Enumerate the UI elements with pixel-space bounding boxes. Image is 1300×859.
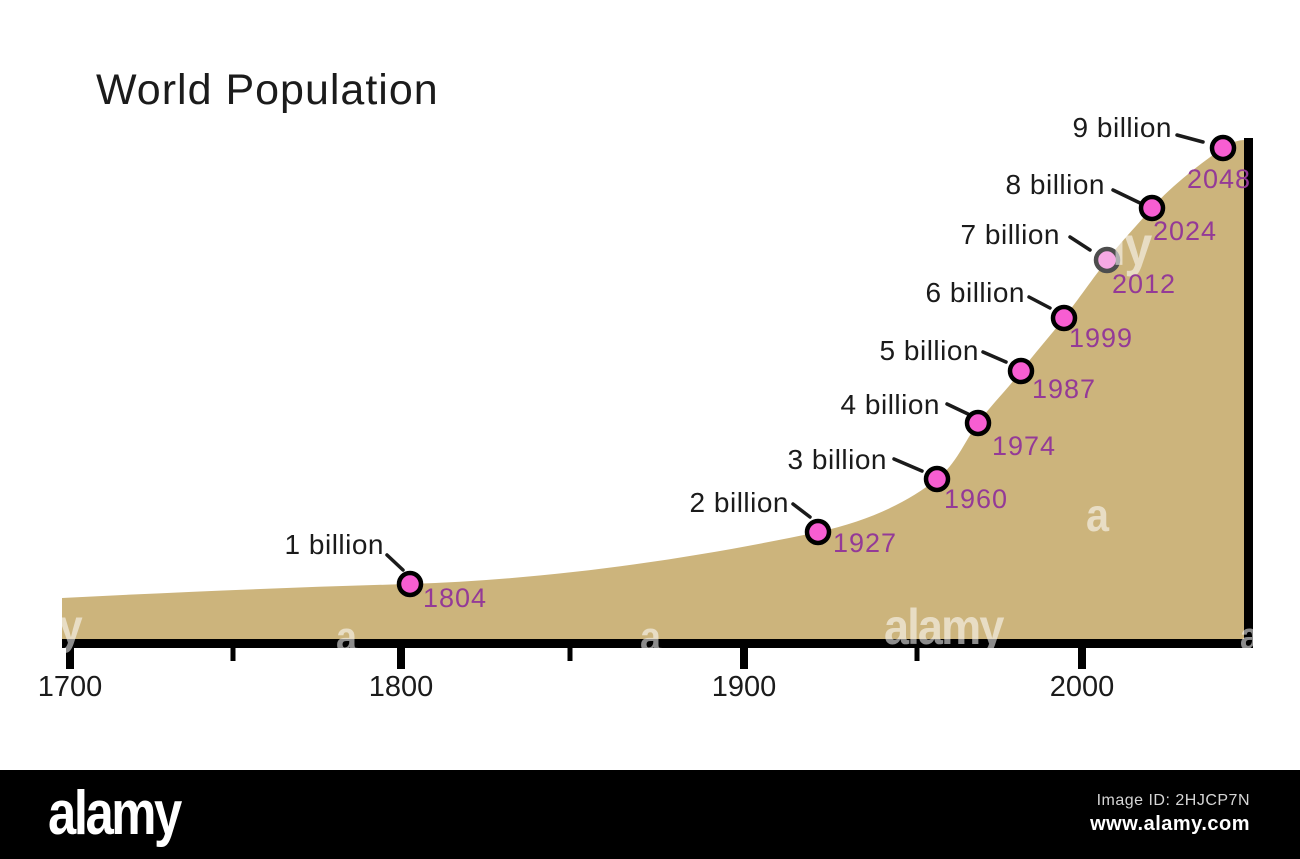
milestone-leader-line [1068,235,1092,252]
milestone-leader-line [892,457,924,473]
milestone-dot [964,409,992,437]
milestone-label: 8 billion [1005,169,1105,200]
milestone-label: 5 billion [879,335,979,366]
x-axis-minor-tick [567,648,573,661]
milestone-leader-line [1111,188,1142,205]
milestone-year: 2048 [1187,164,1252,194]
chart-title: World Population [96,66,439,114]
milestone-year: 1999 [1069,323,1134,353]
x-axis-major-tick [1078,648,1086,669]
milestone-dot [1209,134,1237,162]
milestone-dot [1138,194,1166,222]
x-axis-minor-tick [914,648,920,661]
milestone-leader-line [1175,133,1205,144]
milestone-year: 2024 [1153,216,1218,246]
milestone-leader-line [385,553,405,572]
milestone-leader-line [981,350,1008,364]
x-axis-major-tick [740,648,748,669]
x-axis-tick-label: 1800 [368,671,434,703]
milestone-dot [1050,304,1078,332]
milestone-dot [1093,246,1121,274]
milestone-leader-line [945,402,970,416]
alamy-watermark-text: ly [1112,214,1152,277]
milestone-dot [804,518,832,546]
alamy-watermark-text: my [22,601,83,654]
x-axis-tick-label: 2000 [1049,671,1115,703]
milestone-label: 9 billion [1072,112,1172,143]
footer-info: Image ID: 2HJCP7N www.alamy.com [1090,792,1250,836]
milestone-dot [1007,357,1035,385]
x-axis-line [62,639,1253,648]
alamy-watermark-text: alamy [884,599,1004,655]
milestone-year: 1987 [1032,374,1097,404]
footer-bar [0,770,1300,859]
milestone-leader-line [791,502,812,519]
milestone-label: 3 billion [787,444,887,475]
alamy-website-text: www.alamy.com [1090,813,1250,835]
population-area [62,140,1245,644]
milestone-label: 7 billion [960,219,1060,250]
x-axis-minor-tick [230,648,236,661]
x-axis-major-tick [397,648,405,669]
milestone-year: 2012 [1112,269,1177,299]
milestone-year: 1960 [944,484,1009,514]
milestone-year: 1927 [833,528,898,558]
milestone-label: 1 billion [284,529,384,560]
alamy-watermark-text: a [640,613,661,660]
milestone-markers [385,133,1237,598]
milestone-label: 2 billion [689,487,789,518]
right-axis-bar [1244,138,1253,648]
axis-ticks [66,648,1086,669]
milestone-label: 6 billion [925,277,1025,308]
alamy-watermark-text: a [336,613,357,660]
milestone-label: 4 billion [840,389,940,420]
milestone-year: 1974 [992,431,1057,461]
alamy-logo: alamy [48,779,182,848]
milestone-year: 1804 [423,583,488,613]
alamy-watermark-text: a [1240,616,1259,658]
milestone-dot [923,465,951,493]
milestone-leader-line [1027,295,1052,310]
x-axis-tick-label: 1700 [37,671,103,703]
x-axis-major-tick [66,648,74,669]
image-id-text: Image ID: 2HJCP7N [1096,792,1250,809]
milestone-dot [396,570,424,598]
x-axis-tick-label: 1900 [711,671,777,703]
alamy-watermark-text: a [1086,489,1109,541]
